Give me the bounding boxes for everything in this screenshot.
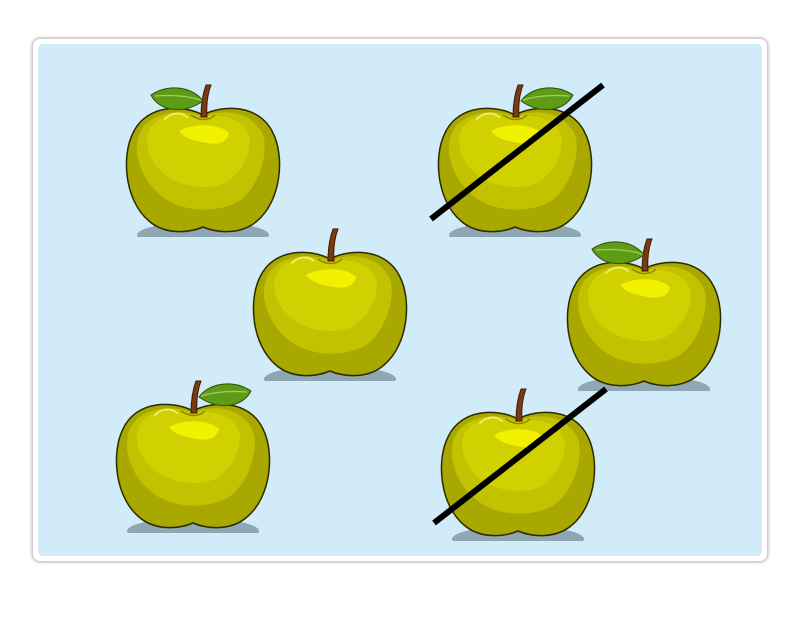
cross-out-line: [429, 82, 605, 222]
apple-leaf: [591, 241, 645, 265]
apple-scene: [38, 44, 762, 556]
apple: [566, 238, 722, 391]
apple-crossed-out: [429, 82, 605, 237]
apple: [252, 228, 408, 381]
apple-stem: [515, 388, 527, 422]
apple-crossed-out: [432, 386, 608, 541]
apple-stem: [641, 238, 653, 272]
apple-leaf: [198, 383, 252, 407]
apple-stem: [200, 84, 212, 118]
cross-out-line: [432, 386, 608, 526]
apple-stem: [512, 84, 524, 118]
apple: [125, 84, 281, 237]
apple-leaf: [520, 87, 574, 111]
apple-scene-panel: [38, 44, 762, 556]
apple: [115, 380, 271, 533]
apple-leaf: [150, 87, 204, 111]
picture-card: [32, 38, 768, 562]
apple-stem: [190, 380, 202, 414]
apple-stem: [327, 228, 339, 262]
